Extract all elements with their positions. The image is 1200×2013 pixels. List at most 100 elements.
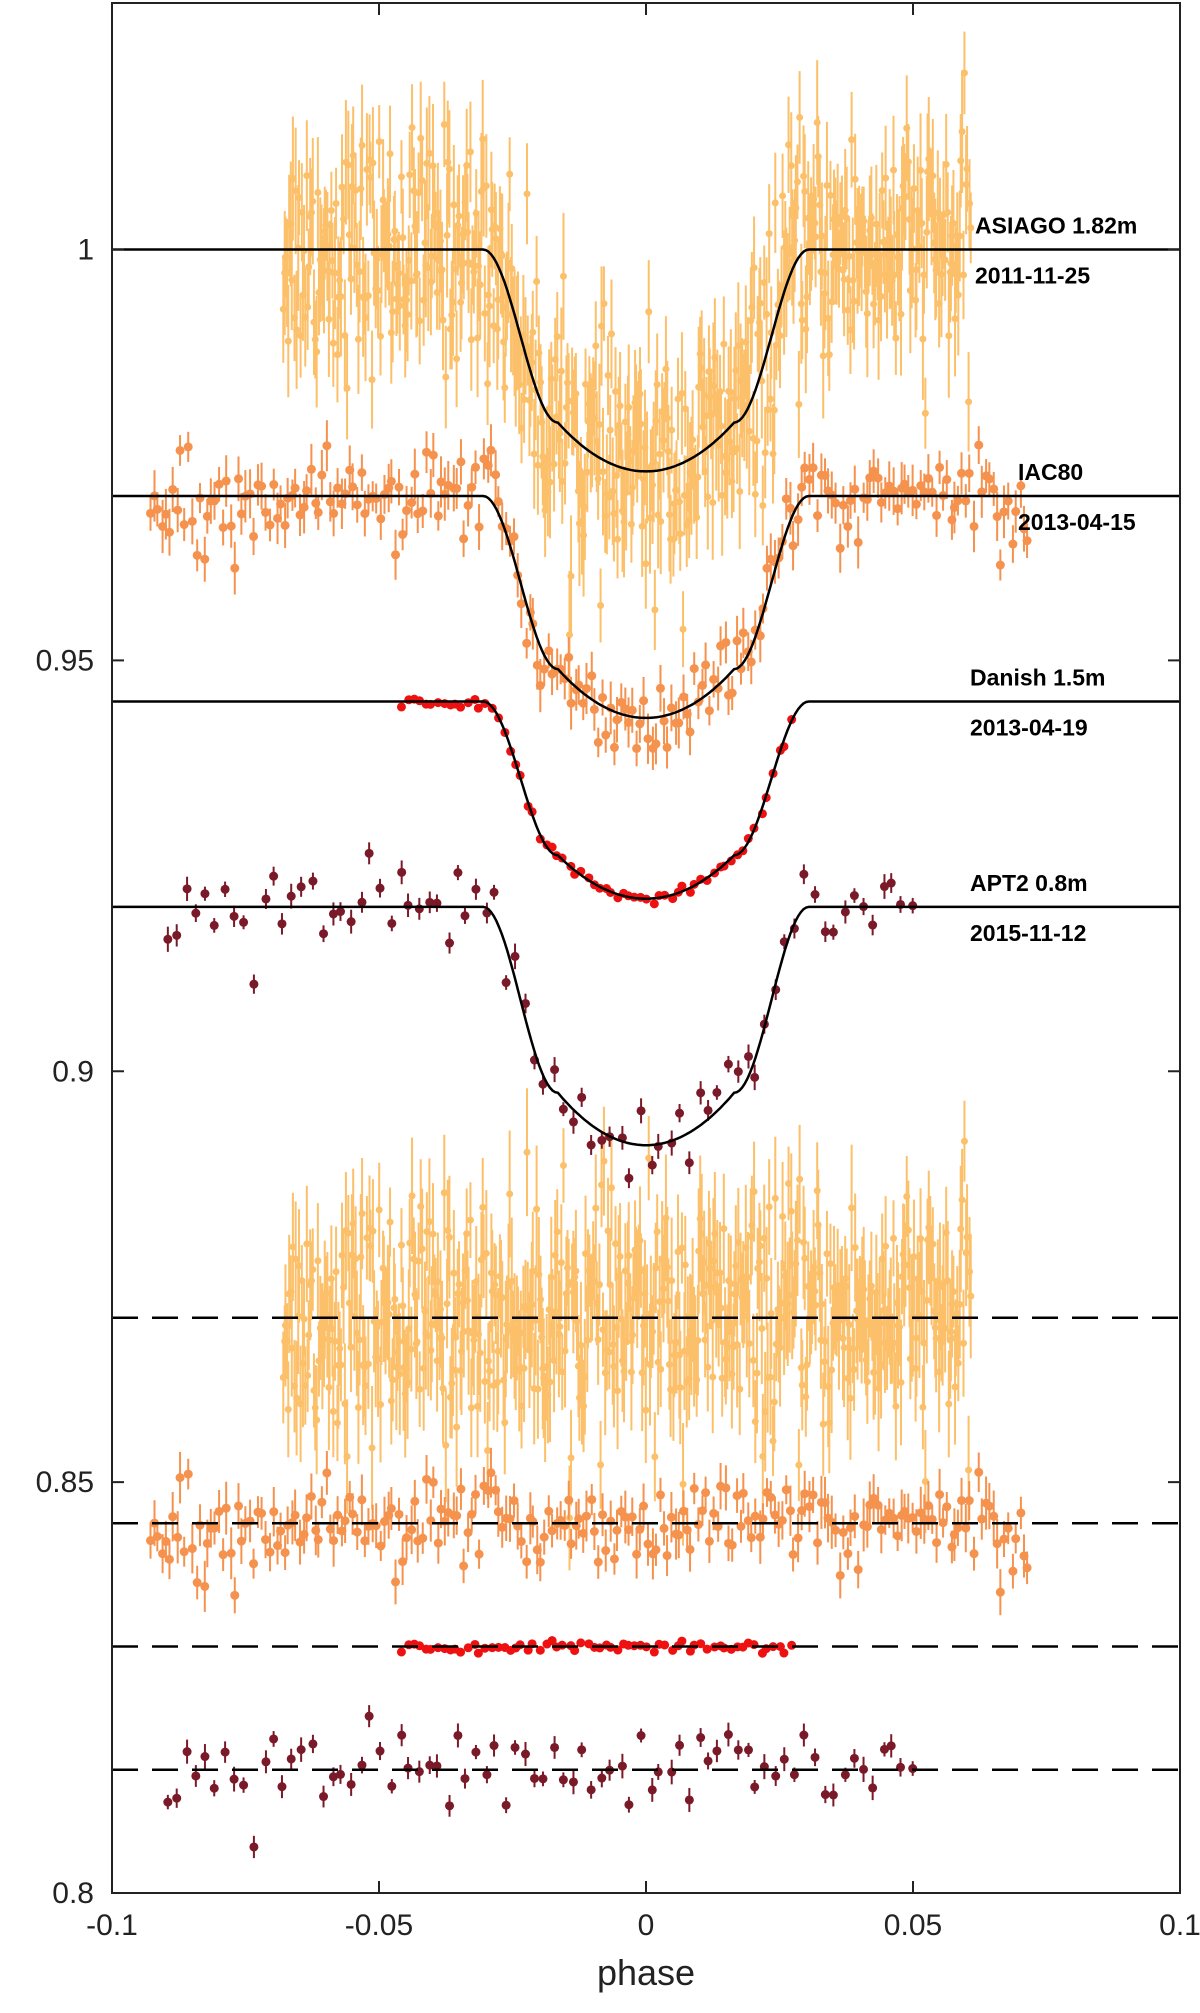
residual-point — [758, 1324, 766, 1332]
residual-point — [510, 1742, 520, 1752]
residual-point — [639, 1501, 649, 1511]
residual-point — [319, 1792, 329, 1802]
data-point — [910, 184, 918, 192]
residual-point — [812, 1301, 820, 1309]
data-point — [977, 487, 987, 497]
residual-point — [528, 1301, 536, 1309]
data-point — [918, 219, 926, 227]
data-point — [838, 500, 848, 510]
data-point — [309, 197, 317, 205]
residual-point — [537, 1296, 545, 1304]
residual-point — [843, 1549, 853, 1559]
residual-point — [158, 1549, 168, 1559]
residual-point — [662, 1214, 670, 1222]
data-point — [257, 481, 267, 491]
residual-point — [289, 1243, 297, 1251]
data-point — [825, 351, 833, 359]
data-point — [651, 606, 659, 614]
data-point — [967, 224, 975, 232]
data-point — [820, 927, 830, 937]
residual-point — [1003, 1523, 1013, 1533]
data-point — [800, 172, 808, 180]
data-point — [605, 493, 613, 501]
residual-point — [474, 1549, 484, 1559]
residual-point — [466, 1216, 474, 1224]
data-point — [954, 291, 962, 299]
residual-point — [966, 1268, 974, 1276]
residual-point — [655, 1490, 665, 1500]
residual-point — [961, 1523, 971, 1533]
residual-point — [387, 1781, 397, 1791]
data-point — [595, 421, 603, 429]
residual-point — [175, 1473, 185, 1483]
residual-point — [755, 1532, 765, 1542]
residual-point — [927, 1514, 937, 1524]
data-point — [877, 292, 885, 300]
residual-point — [539, 1532, 549, 1542]
data-point — [904, 158, 912, 166]
data-point — [364, 848, 374, 858]
residual-point — [771, 1771, 781, 1781]
residual-point — [770, 1510, 780, 1520]
residual-point — [744, 1273, 752, 1281]
data-point — [269, 480, 279, 490]
data-point — [886, 878, 896, 888]
residual-point — [823, 1250, 831, 1258]
data-point — [280, 520, 290, 530]
data-point — [1011, 507, 1021, 517]
residual-point — [476, 1349, 484, 1357]
residual-point — [886, 1741, 896, 1751]
data-point — [927, 487, 937, 497]
data-point — [384, 230, 392, 238]
data-point — [957, 468, 967, 478]
data-point — [849, 276, 857, 284]
residual-point — [652, 1264, 660, 1272]
residual-point — [876, 1319, 884, 1327]
residual-point — [756, 1242, 764, 1250]
residual-point — [403, 1763, 413, 1773]
data-point — [953, 496, 963, 506]
data-point — [236, 509, 246, 519]
data-point — [689, 664, 699, 674]
residual-point — [597, 1773, 607, 1783]
data-point — [849, 891, 859, 901]
residual-point — [467, 1404, 475, 1412]
data-point — [456, 702, 466, 712]
residual-point — [788, 1550, 798, 1560]
residual-point — [357, 1253, 365, 1261]
residual-point — [404, 1379, 412, 1387]
data-point — [210, 496, 220, 506]
residual-point — [452, 1511, 462, 1521]
residual-point — [785, 1506, 795, 1516]
data-point — [376, 514, 386, 524]
residual-point — [676, 1383, 684, 1391]
residual-point — [410, 1496, 420, 1506]
data-point — [455, 212, 463, 220]
data-point — [677, 881, 687, 891]
data-point — [560, 674, 570, 684]
residual-point — [951, 1383, 959, 1391]
data-point — [876, 497, 886, 507]
residual-point — [439, 1384, 447, 1392]
data-point — [537, 378, 545, 386]
data-point — [284, 337, 292, 345]
data-point — [486, 302, 494, 310]
residual-point — [616, 1253, 624, 1261]
data-point — [347, 275, 355, 283]
data-point — [923, 228, 931, 236]
data-point — [878, 187, 886, 195]
data-point — [873, 473, 883, 483]
residual-point — [210, 1523, 220, 1533]
data-point — [302, 486, 312, 496]
residual-point — [828, 1366, 836, 1374]
residual-point — [665, 1361, 673, 1369]
data-point — [175, 445, 185, 455]
residual-point — [397, 1241, 405, 1249]
residual-point — [736, 1521, 746, 1531]
residual-point — [681, 1261, 689, 1269]
residual-point — [479, 1203, 487, 1211]
residual-point — [357, 1495, 367, 1505]
residual-point — [766, 1373, 774, 1381]
data-point — [804, 474, 814, 484]
data-point — [892, 334, 900, 342]
